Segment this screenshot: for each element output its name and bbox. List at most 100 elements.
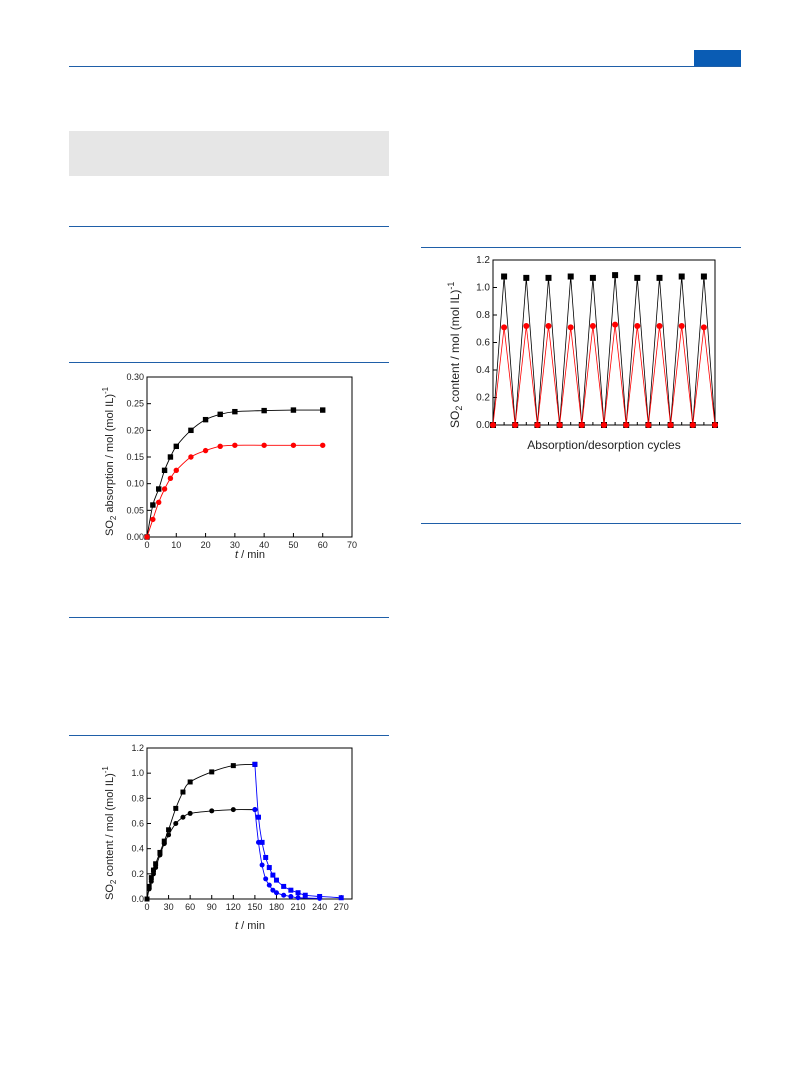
data-point bbox=[209, 808, 215, 814]
data-point bbox=[209, 769, 215, 775]
y-tick-label: 0.15 bbox=[126, 452, 144, 462]
plot-frame bbox=[146, 376, 353, 538]
data-point bbox=[232, 442, 238, 448]
x-tick-label: 40 bbox=[259, 540, 269, 550]
x-tick-label: 70 bbox=[347, 540, 357, 550]
shaded-box bbox=[69, 131, 389, 176]
series-line-1 bbox=[492, 275, 716, 426]
y-axis-label: SO2 content / mol (mol IL)-1 bbox=[446, 282, 464, 428]
data-point bbox=[578, 422, 585, 428]
chart-absorption-desorption: 0.0 0.2 0.4 0.6 0.8 1.0 1.2 0 30 60 90 120 150 180 210… bbox=[101, 743, 353, 932]
data-point bbox=[534, 422, 541, 428]
y-tick-label: 0.0 bbox=[131, 894, 144, 904]
data-point bbox=[252, 761, 258, 767]
x-axis-label: t / min bbox=[235, 920, 265, 932]
data-point bbox=[612, 321, 619, 328]
data-point bbox=[501, 324, 508, 331]
data-point bbox=[656, 323, 663, 329]
data-point bbox=[263, 876, 269, 882]
data-point bbox=[161, 467, 168, 474]
x-tick-label: 30 bbox=[230, 540, 240, 550]
data-point bbox=[261, 407, 267, 414]
data-point bbox=[173, 805, 179, 811]
data-point bbox=[166, 832, 172, 838]
y-tick-label: 0.10 bbox=[126, 479, 144, 489]
series-line-2 bbox=[492, 324, 716, 426]
section-rule-right-2 bbox=[421, 523, 741, 524]
data-point bbox=[153, 865, 159, 871]
x-tick-label: 50 bbox=[288, 540, 298, 550]
data-point bbox=[320, 442, 326, 448]
y-tick-label: 0.6 bbox=[476, 338, 490, 349]
chart-cycles: 0.0 0.2 0.4 0.6 0.8 1.0 1.2 Absorption/desorpt… bbox=[446, 255, 718, 452]
y-tick-label: 1.0 bbox=[131, 768, 144, 778]
data-point bbox=[173, 821, 179, 826]
data-point bbox=[263, 854, 269, 860]
y-tick-label: 1.2 bbox=[131, 743, 144, 753]
y-tick-label: 0.2 bbox=[131, 869, 144, 879]
data-point bbox=[153, 861, 159, 867]
data-point bbox=[295, 890, 301, 896]
x-tick-label: 150 bbox=[247, 902, 262, 912]
data-point bbox=[338, 895, 344, 901]
data-point bbox=[266, 865, 272, 871]
data-point bbox=[148, 875, 154, 881]
data-point bbox=[678, 273, 685, 280]
y-tick-label: 0.30 bbox=[126, 372, 144, 382]
data-point bbox=[259, 839, 265, 845]
x-tick-label: 60 bbox=[185, 902, 195, 912]
data-point bbox=[490, 422, 496, 428]
data-point bbox=[589, 274, 596, 281]
data-point bbox=[689, 422, 696, 428]
x-axis-label: t / min bbox=[235, 549, 265, 561]
data-point bbox=[202, 447, 209, 454]
header-rule bbox=[69, 66, 741, 67]
data-point bbox=[700, 324, 707, 331]
data-point bbox=[161, 838, 167, 844]
data-point bbox=[148, 878, 154, 884]
data-point bbox=[317, 895, 323, 901]
data-point bbox=[167, 454, 174, 460]
data-point bbox=[645, 422, 652, 428]
data-point bbox=[173, 467, 179, 474]
data-point bbox=[545, 274, 552, 281]
data-point bbox=[230, 807, 236, 813]
y-tick-label: 1.0 bbox=[476, 283, 490, 294]
plot-frame bbox=[492, 259, 716, 426]
data-point bbox=[255, 839, 261, 845]
section-rule-left-3 bbox=[69, 617, 389, 618]
data-point bbox=[166, 827, 172, 833]
data-point bbox=[678, 323, 685, 329]
data-point bbox=[180, 789, 186, 795]
y-tick-label: 0.20 bbox=[126, 425, 144, 435]
y-tick-label: 0.05 bbox=[126, 505, 144, 515]
data-point bbox=[150, 867, 156, 873]
data-point bbox=[150, 516, 156, 523]
data-point bbox=[281, 883, 287, 889]
data-point bbox=[567, 273, 574, 280]
data-point bbox=[667, 422, 674, 428]
data-point bbox=[288, 893, 294, 899]
x-tick-label: 20 bbox=[201, 540, 211, 550]
data-point bbox=[157, 852, 163, 858]
data-point bbox=[601, 422, 607, 428]
y-tick-label: 1.2 bbox=[476, 255, 490, 266]
x-tick-label: 30 bbox=[164, 902, 174, 912]
data-point bbox=[712, 422, 718, 428]
chart-absorption: 0.00 0.05 0.10 0.15 0.20 0.25 0.30 0 10 20 30 40 50 6… bbox=[101, 372, 357, 561]
data-point bbox=[273, 890, 279, 896]
data-point bbox=[167, 475, 174, 482]
data-point bbox=[634, 323, 641, 329]
data-point bbox=[270, 887, 276, 893]
y-tick-label: 0.25 bbox=[126, 399, 144, 409]
data-point bbox=[281, 892, 287, 898]
data-point bbox=[255, 814, 261, 820]
data-point bbox=[157, 849, 163, 855]
y-tick-label: 0.00 bbox=[126, 532, 144, 542]
data-point bbox=[295, 895, 301, 901]
data-point bbox=[512, 422, 519, 428]
section-rule-left-4 bbox=[69, 735, 389, 736]
x-tick-label: 120 bbox=[226, 902, 241, 912]
data-point bbox=[270, 872, 276, 878]
data-point bbox=[180, 814, 186, 820]
